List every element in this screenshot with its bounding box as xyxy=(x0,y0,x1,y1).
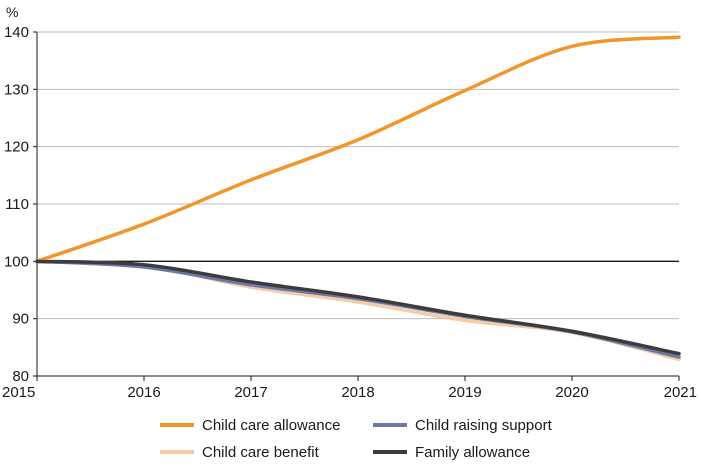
legend-item-child-raising-support: Child raising support xyxy=(373,417,553,434)
x-tick-label: 2017 xyxy=(234,384,267,401)
y-tick-label: 90 xyxy=(12,311,29,328)
y-tick-label: 100 xyxy=(4,253,29,270)
y-tick-label: 80 xyxy=(12,368,29,385)
x-tick-label: 2016 xyxy=(127,384,160,401)
series-line-family-allowance xyxy=(37,261,679,353)
legend-label: Child care benefit xyxy=(202,444,320,461)
x-tick-label: 2020 xyxy=(555,384,588,401)
x-tick-label: 2018 xyxy=(341,384,374,401)
legend-item-child-care-allowance: Child care allowance xyxy=(160,417,340,434)
x-tick-label: 2015 xyxy=(2,384,35,401)
legend-label: Child raising support xyxy=(415,417,553,434)
series-lines xyxy=(37,37,679,359)
legend-item-child-care-benefit: Child care benefit xyxy=(160,444,320,461)
gridlines xyxy=(37,32,679,319)
x-tick-label: 2019 xyxy=(448,384,481,401)
y-tick-label: 130 xyxy=(4,81,29,98)
legend-item-family-allowance: Family allowance xyxy=(373,444,530,461)
y-axis-unit-label: % xyxy=(6,4,18,20)
series-line-child-care-benefit xyxy=(37,261,679,359)
y-tick-label: 140 xyxy=(4,24,29,41)
y-tick-label: 110 xyxy=(5,196,29,213)
x-tick-label: 2021 xyxy=(664,384,697,401)
series-line-child-care-allowance xyxy=(37,37,679,261)
y-tick-label: 120 xyxy=(4,139,29,156)
legend-label: Family allowance xyxy=(415,444,530,461)
legend: Child care allowance Child raising suppor… xyxy=(160,417,553,461)
series-line-child-raising-support xyxy=(37,261,679,357)
axes: 80 90 100 110 120 130 140 2015 2016 2017 2018 2019 2… xyxy=(2,24,697,401)
legend-label: Child care allowance xyxy=(202,417,340,434)
